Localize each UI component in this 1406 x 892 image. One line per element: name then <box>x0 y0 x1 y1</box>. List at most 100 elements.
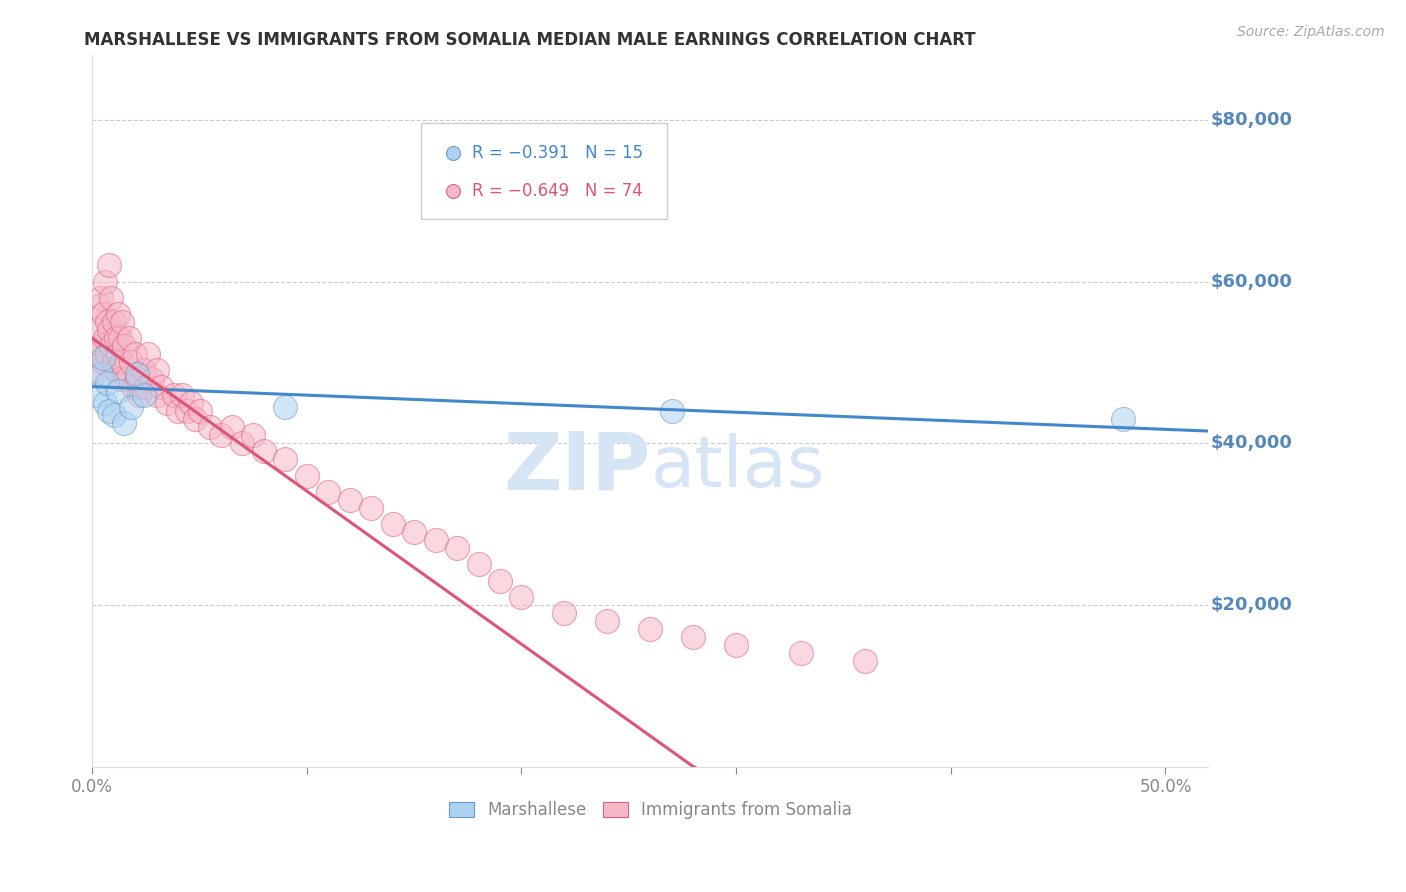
Point <box>1111 412 1133 426</box>
Text: R = −0.391   N = 15: R = −0.391 N = 15 <box>471 144 643 161</box>
Point <box>640 622 662 636</box>
Point <box>132 363 155 377</box>
Point <box>209 428 232 442</box>
Point <box>127 371 149 385</box>
Point <box>156 396 179 410</box>
Point <box>149 379 172 393</box>
Text: $60,000: $60,000 <box>1211 272 1292 291</box>
Point <box>128 387 150 401</box>
Point <box>145 387 167 401</box>
Point <box>176 404 198 418</box>
Point <box>200 420 222 434</box>
Point <box>184 412 207 426</box>
Text: R = −0.649   N = 74: R = −0.649 N = 74 <box>471 182 643 200</box>
Point <box>107 307 129 321</box>
Point <box>108 371 131 385</box>
Text: $80,000: $80,000 <box>1211 111 1292 128</box>
Point <box>107 347 129 361</box>
Text: MARSHALLESE VS IMMIGRANTS FROM SOMALIA MEDIAN MALE EARNINGS CORRELATION CHART: MARSHALLESE VS IMMIGRANTS FROM SOMALIA M… <box>84 31 976 49</box>
Text: $20,000: $20,000 <box>1211 596 1292 614</box>
Point <box>221 420 243 434</box>
Point <box>163 387 186 401</box>
Point <box>83 347 105 361</box>
Point <box>180 396 202 410</box>
Point <box>274 452 297 467</box>
Point <box>120 355 142 369</box>
Point <box>86 387 108 401</box>
Point <box>115 371 138 385</box>
Point <box>141 371 163 385</box>
Point <box>91 307 114 321</box>
Point <box>775 759 797 773</box>
Point <box>127 368 149 382</box>
Point <box>242 428 264 442</box>
Text: Source: ZipAtlas.com: Source: ZipAtlas.com <box>1237 25 1385 39</box>
Point <box>98 404 121 418</box>
Point <box>172 387 194 401</box>
Point <box>274 400 297 414</box>
Point <box>108 331 131 345</box>
Point <box>425 533 447 548</box>
Point <box>446 541 468 556</box>
Text: atlas: atlas <box>651 434 825 502</box>
Point <box>124 347 146 361</box>
FancyBboxPatch shape <box>422 123 666 219</box>
Point <box>100 339 122 353</box>
Point <box>682 630 704 644</box>
Point <box>100 291 122 305</box>
Point <box>188 404 211 418</box>
Point <box>104 331 127 345</box>
Point <box>295 468 318 483</box>
Point <box>87 363 110 377</box>
Point <box>596 614 619 628</box>
Point <box>489 574 512 588</box>
Point <box>96 347 118 361</box>
Point <box>231 436 253 450</box>
Point <box>775 759 797 773</box>
Point <box>318 484 340 499</box>
Point <box>725 638 748 652</box>
Point <box>135 379 157 393</box>
Point <box>90 368 112 382</box>
Point <box>91 351 114 366</box>
Point <box>404 525 426 540</box>
Point <box>853 655 876 669</box>
Point <box>91 355 114 369</box>
Point <box>118 331 141 345</box>
Point <box>98 258 121 272</box>
Point <box>90 291 112 305</box>
Point <box>111 355 134 369</box>
Point <box>96 315 118 329</box>
Point <box>381 516 404 531</box>
Point <box>94 331 117 345</box>
Point <box>111 315 134 329</box>
Point <box>789 646 811 660</box>
Point <box>661 404 683 418</box>
Point <box>112 416 135 430</box>
Point <box>167 404 190 418</box>
Point <box>94 275 117 289</box>
Point <box>107 384 129 398</box>
Point <box>90 339 112 353</box>
Point <box>96 376 118 390</box>
Point <box>510 590 533 604</box>
Point <box>145 363 167 377</box>
Point <box>253 444 276 458</box>
Point <box>467 558 489 572</box>
Point <box>136 347 159 361</box>
Point <box>86 323 108 337</box>
Point <box>553 606 575 620</box>
Legend: Marshallese, Immigrants from Somalia: Marshallese, Immigrants from Somalia <box>441 795 859 826</box>
Point <box>103 355 125 369</box>
Text: ZIP: ZIP <box>503 429 651 507</box>
Point <box>339 492 361 507</box>
Point <box>112 339 135 353</box>
Point <box>360 500 382 515</box>
Point <box>94 396 117 410</box>
Point <box>120 400 142 414</box>
Text: $40,000: $40,000 <box>1211 434 1292 452</box>
Point <box>103 408 125 422</box>
Point <box>98 323 121 337</box>
Point <box>103 315 125 329</box>
Point <box>104 363 127 377</box>
